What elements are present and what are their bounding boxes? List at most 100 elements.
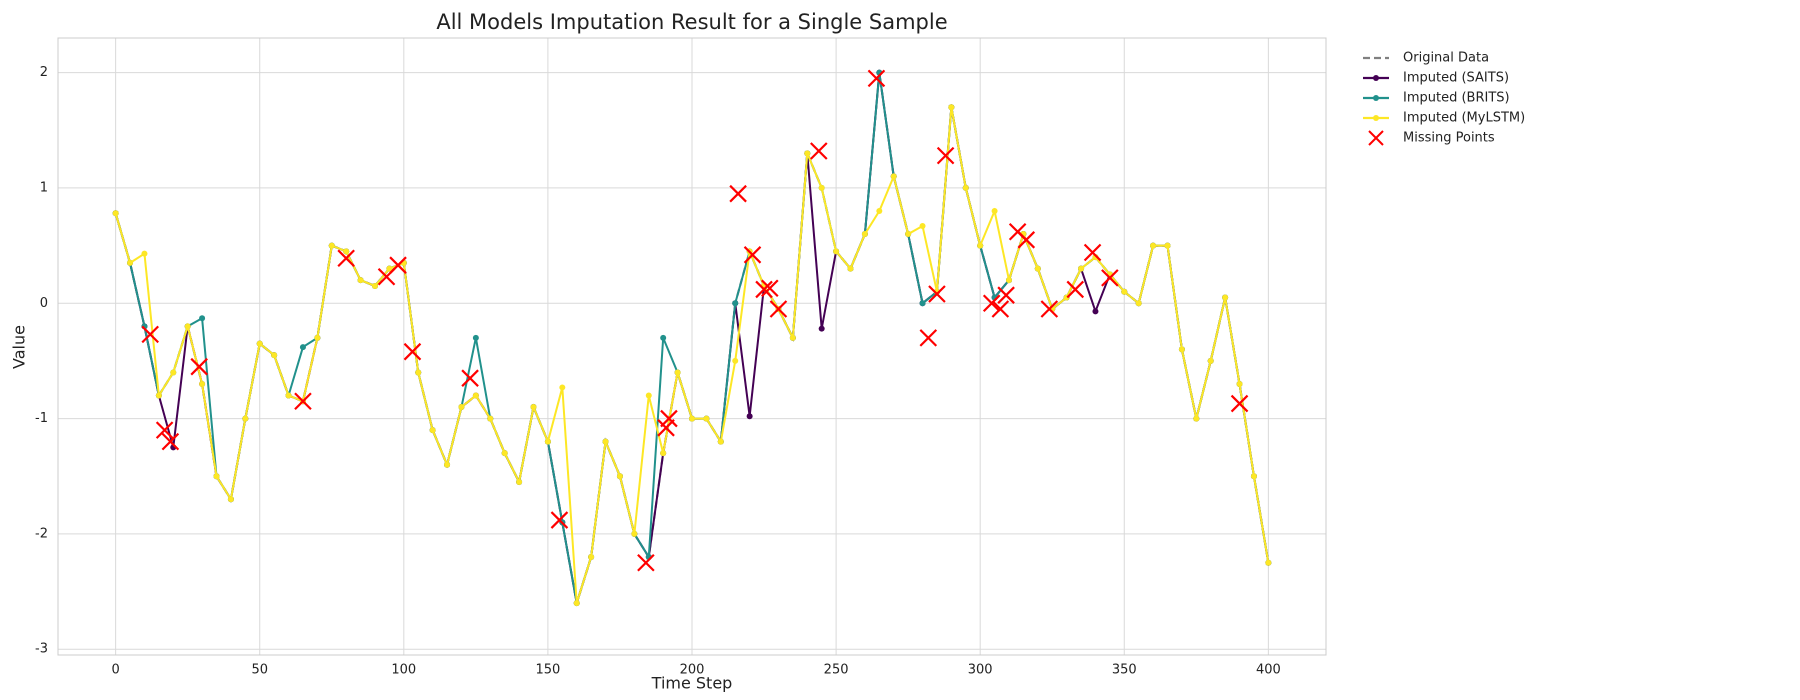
point xyxy=(328,242,335,249)
point xyxy=(357,277,364,284)
point xyxy=(1034,265,1041,272)
x-tick-label: 100 xyxy=(391,663,416,678)
point xyxy=(861,231,868,238)
point xyxy=(343,248,350,255)
point xyxy=(1236,380,1243,387)
x-tick-label: 50 xyxy=(251,663,268,678)
point xyxy=(732,300,739,307)
point xyxy=(1265,559,1272,566)
point xyxy=(789,334,796,341)
point xyxy=(919,222,926,229)
missing-point xyxy=(810,142,828,160)
point xyxy=(602,438,609,445)
point xyxy=(804,150,811,157)
y-tick-label: -2 xyxy=(35,526,48,541)
point xyxy=(271,352,278,359)
missing-point xyxy=(1101,269,1119,287)
missing-point xyxy=(141,325,159,344)
point xyxy=(1121,288,1128,295)
point xyxy=(227,496,234,503)
point xyxy=(977,242,984,249)
point xyxy=(299,344,306,351)
missing-point xyxy=(1040,300,1059,318)
missing-point xyxy=(755,280,773,299)
legend-label: Missing Points xyxy=(1403,131,1495,146)
point xyxy=(948,104,955,111)
point xyxy=(919,300,926,307)
y-tick-label: -1 xyxy=(35,411,48,426)
point xyxy=(645,392,652,399)
point xyxy=(285,392,292,399)
point xyxy=(242,415,249,422)
point xyxy=(213,473,220,480)
legend-swatch xyxy=(1368,130,1384,146)
point xyxy=(991,207,998,214)
point xyxy=(1150,242,1157,249)
point xyxy=(170,369,177,376)
y-tick-label: 0 xyxy=(40,296,48,311)
point xyxy=(472,392,479,399)
missing-point xyxy=(403,342,422,361)
point xyxy=(1078,265,1085,272)
point xyxy=(530,404,537,411)
point xyxy=(184,323,191,330)
point xyxy=(1006,277,1012,284)
point xyxy=(1207,357,1214,364)
point xyxy=(833,248,840,255)
point xyxy=(1193,415,1200,422)
point xyxy=(559,384,566,391)
missing-point xyxy=(1083,243,1102,262)
point xyxy=(1250,473,1257,480)
legend-swatch xyxy=(1373,115,1379,121)
missing-point xyxy=(637,553,655,572)
point xyxy=(1135,300,1142,307)
y-axis-label: Value xyxy=(10,325,29,369)
point xyxy=(689,415,695,422)
point xyxy=(1222,294,1229,301)
point xyxy=(472,334,479,341)
point xyxy=(573,600,580,607)
x-tick-label: 0 xyxy=(111,663,119,678)
point xyxy=(415,369,422,376)
point xyxy=(962,184,969,191)
y-tick-label: 1 xyxy=(40,180,48,195)
missing-point xyxy=(337,249,355,268)
legend-label: Imputed (SAITS) xyxy=(1403,71,1509,86)
point xyxy=(905,231,912,238)
point xyxy=(717,438,724,445)
point xyxy=(1178,346,1185,353)
missing-point xyxy=(761,279,779,298)
missing-point xyxy=(461,369,479,387)
x-tick-label: 350 xyxy=(1112,663,1137,678)
legend-swatch xyxy=(1373,75,1379,81)
point xyxy=(1164,242,1171,249)
missing-point xyxy=(991,300,1010,318)
missing-point xyxy=(982,294,1001,313)
point xyxy=(429,427,436,434)
point xyxy=(112,210,119,217)
point xyxy=(372,282,378,289)
missing-point xyxy=(389,256,407,274)
point xyxy=(127,259,134,266)
point xyxy=(314,334,321,341)
missing-point xyxy=(1066,280,1085,299)
point xyxy=(199,380,206,387)
legend-label: Imputed (BRITS) xyxy=(1403,91,1510,106)
plot-frame xyxy=(57,37,1327,656)
point xyxy=(674,369,681,376)
missing-point xyxy=(936,146,955,165)
missing-point xyxy=(743,246,762,264)
missing-point xyxy=(190,357,208,376)
x-tick-label: 300 xyxy=(968,663,993,678)
point xyxy=(544,438,551,445)
point xyxy=(141,250,148,257)
point xyxy=(487,415,494,422)
point xyxy=(1092,308,1099,315)
missing-point xyxy=(997,286,1015,304)
y-tick-label: -3 xyxy=(35,642,48,657)
missing-point xyxy=(769,300,788,318)
missing-point xyxy=(660,409,678,428)
point xyxy=(876,207,883,214)
point xyxy=(818,184,825,191)
chart-title: All Models Imputation Result for a Singl… xyxy=(436,10,947,34)
